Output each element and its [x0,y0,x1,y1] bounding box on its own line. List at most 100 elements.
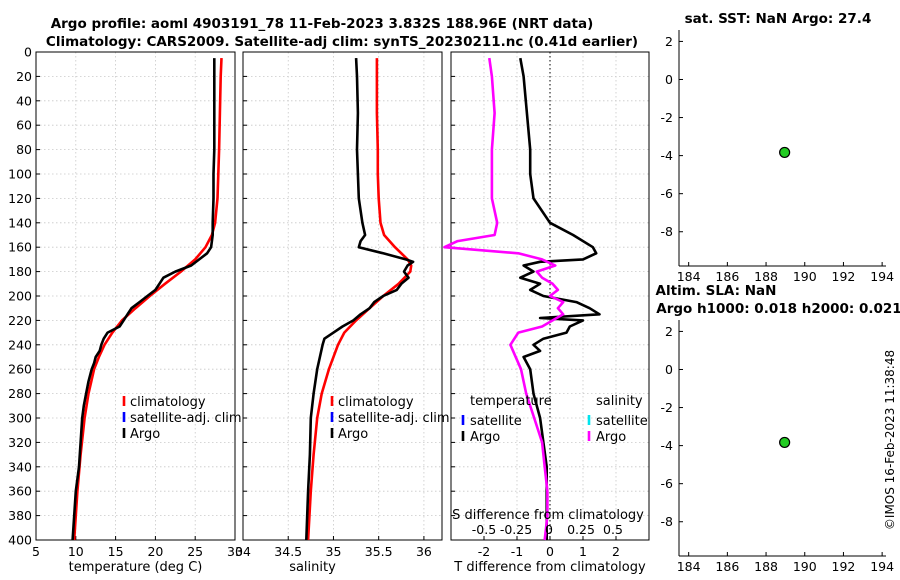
legend-label: satellite-adj. clim [130,411,242,426]
legend-label: satellite [470,414,522,429]
map-y-tick-label: -8 [661,514,674,529]
legend-label: satellite [596,414,648,429]
map-x-tick-label: 184 [677,269,701,284]
map-y-tick-label: -2 [661,110,673,125]
sla-map-panel: 2 0 -2 -4 -6 -8 184 186 188 190 192 194 Altim. SLA: … [656,283,900,574]
y-tick-label: 380 [8,508,32,523]
map-x-tick-label: 194 [870,559,894,574]
figure-title-line2: Climatology: CARS2009. Satellite-adj cli… [46,34,638,50]
legend-label: Argo [470,430,500,445]
salinity-panel: 34 34.5 35 35.5 36 salinity climatologysatelli… [235,51,450,575]
map-y-tick-label: -4 [661,438,674,453]
x-tick-label: 15 [108,544,124,559]
x-tick-label: 1 [579,544,587,559]
y-tick-label: 320 [8,435,32,450]
x-tick-label: 30 [227,544,243,559]
series-line-argo [71,58,216,541]
map-y-tick-label: -6 [661,476,674,491]
map-x-tick-label: 184 [677,559,701,574]
map-x-tick-label: 192 [832,559,856,574]
legend-label: climatology [130,395,206,410]
s-axis-tick-label: -0.25 [500,522,532,537]
sla-map-title-line2: Argo h1000: 0.018 h2000: 0.021 [656,301,900,317]
y-tick-label: 160 [8,240,32,255]
map-y-tick-label: 0 [665,72,673,87]
map-x-tick-label: 186 [715,269,739,284]
series-line-climatology [306,58,413,541]
x-tick-label: 5 [32,544,40,559]
y-tick-label: 60 [16,118,32,133]
x-tick-label: 10 [68,544,84,559]
x-tick-label: 35 [326,544,342,559]
s-axis-tick-label: 0.5 [603,522,623,537]
sst-map-title: sat. SST: NaN Argo: 27.4 [685,11,872,27]
s-axis-label: S difference from climatology [452,508,644,523]
y-tick-label: 180 [8,264,32,279]
y-tick-label: 300 [8,411,32,426]
x-tick-label: 36 [416,544,432,559]
y-tick-label: 80 [16,142,32,157]
legend-label: Argo [338,427,368,442]
series-line-s-argo-clim [443,57,565,541]
x-tick-label: 20 [147,544,163,559]
s-axis-tick-label: 0 [545,522,553,537]
map-x-tick-label: 190 [793,559,817,574]
y-tick-label: 360 [8,484,32,499]
map-y-tick-label: 2 [665,34,673,49]
series-line-climatology [72,58,223,541]
x-axis-label: salinity [289,560,336,575]
y-tick-label: 20 [16,69,32,84]
y-tick-label: 100 [8,167,32,182]
y-tick-label: 280 [8,386,32,401]
s-axis-tick-label: 0.25 [567,522,595,537]
map-x-tick-label: 192 [832,269,856,284]
legend-label: climatology [338,395,414,410]
x-axis-label: T difference from climatology [453,560,646,575]
map-y-tick-label: -2 [661,400,673,415]
figure-title-line1: Argo profile: aoml 4903191_78 11-Feb-202… [51,16,594,32]
y-tick-label: 240 [8,337,32,352]
map-x-tick-label: 186 [715,559,739,574]
x-tick-label: -2 [478,544,490,559]
y-tick-label: 340 [8,459,32,474]
map-y-tick-label: -6 [661,186,674,201]
map-x-tick-label: 194 [870,269,894,284]
y-tick-label: 140 [8,215,32,230]
s-axis-tick-label: -0.5 [472,522,496,537]
argo-position-marker [779,146,791,159]
map-y-tick-label: 0 [665,362,673,377]
x-axis-label: temperature (deg C) [69,560,203,575]
x-tick-label: 34 [235,544,251,559]
legend-label: Argo [596,430,626,445]
y-tick-label: 0 [24,45,32,60]
map-y-tick-label: -4 [661,148,674,163]
y-tick-label: 260 [8,362,32,377]
argo-position-marker [779,436,791,449]
series-line-t-argo-clim [518,57,601,540]
map-x-tick-label: 188 [754,269,778,284]
legend-label: Argo [130,427,160,442]
sst-map-panel: 2 0 -2 -4 -6 -8 184 186 188 190 192 194 sat. SST: Na… [661,11,895,284]
sla-map-title-line1: Altim. SLA: NaN [656,283,777,299]
y-tick-label: 400 [8,533,32,548]
map-y-tick-label: 2 [665,324,673,339]
legend-header-salinity: salinity [596,394,643,409]
map-y-tick-label: -8 [661,224,674,239]
legend-label: satellite-adj. clim [338,411,450,426]
y-tick-label: 40 [16,93,32,108]
x-tick-label: 34.5 [274,544,302,559]
y-tick-label: 120 [8,191,32,206]
x-tick-label: 0 [546,544,554,559]
y-tick-label: 200 [8,289,32,304]
map-x-tick-label: 190 [793,269,817,284]
series-line-argo [305,58,415,541]
imos-timestamp: ©IMOS 16-Feb-2023 11:38:48 [883,350,897,530]
temperature-panel: 5 10 15 20 25 3002040608010012014016018020022… [8,45,243,576]
x-tick-label: 2 [612,544,620,559]
map-x-tick-label: 188 [754,559,778,574]
x-tick-label: 25 [187,544,203,559]
x-tick-label: 35.5 [365,544,393,559]
difference-panel: -2 -1 0 1 2T difference from climatology temp… [443,51,650,575]
x-tick-label: -1 [511,544,523,559]
legend-header-temperature: temperature [470,394,552,409]
